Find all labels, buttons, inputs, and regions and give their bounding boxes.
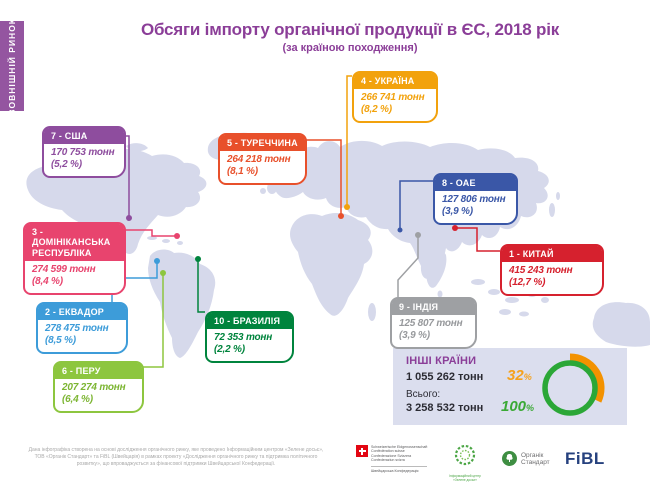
callout-usa-share: (5,2 %) — [51, 159, 82, 170]
connector-peru — [140, 273, 164, 368]
total-percent: 100% — [501, 398, 535, 415]
swiss-flag-icon — [356, 445, 368, 457]
callout-dominican-share: (8,4 %) — [32, 276, 63, 287]
organic-standard-line1: Органік — [521, 451, 544, 459]
footer-line1: Дана інфографіка створена на основі досл… — [28, 447, 324, 453]
callout-china-name: 1 - КИТАЙ — [502, 246, 602, 262]
zelene-dosie-caption: Інформаційний центр «Зелене досьє» — [449, 474, 481, 482]
callout-uae-tons: 127 806 тонн — [442, 193, 506, 205]
dot-turkey — [338, 213, 344, 219]
zelene-dosie-logo: Інформаційний центр «Зелене досьє» — [447, 443, 483, 483]
organic-standard-tree-icon — [502, 451, 517, 466]
other-countries-tons: 1 055 262 тонн — [406, 371, 484, 383]
callout-dominican-name: 3 - ДОМІНІКАНСЬКА РЕСПУБЛІКА — [25, 224, 124, 261]
callout-india-share: (3,9 %) — [399, 330, 430, 341]
callout-peru-tons: 207 274 тонн — [62, 381, 126, 393]
callout-dominican-republic: 3 - ДОМІНІКАНСЬКА РЕСПУБЛІКА 274 599 тон… — [23, 222, 126, 295]
swiss-confederation-logo: Schweizerische Eidgenossenschaft Confédé… — [356, 445, 428, 473]
callout-ukraine: 4 - УКРАЇНА 266 741 тонн (8,2 %) — [352, 71, 438, 123]
swiss-text-it: Confederazione Svizzera — [371, 453, 412, 458]
connector-china — [455, 227, 500, 252]
page-subtitle: (за країною походження) — [282, 42, 418, 54]
callout-turkey-tons: 264 218 тонн — [227, 153, 291, 165]
swiss-text-fr: Confédération suisse — [371, 449, 405, 454]
dot-india — [415, 232, 421, 238]
organic-standard-line2: Стандарт — [521, 458, 550, 466]
donut-orange-arc-32pct — [569, 353, 605, 403]
callout-india-tons: 125 807 тонн — [399, 317, 463, 329]
connector-dominican — [120, 229, 177, 237]
location-dots — [126, 204, 458, 276]
callout-ecuador-tons: 278 475 тонн — [45, 322, 109, 334]
dot-peru — [160, 270, 166, 276]
callout-ukraine-name: 4 - УКРАЇНА — [354, 73, 436, 89]
callout-brazil: 10 - БРАЗИЛІЯ 72 353 тонн (2,2 %) — [205, 311, 294, 363]
callout-peru: 6 - ПЕРУ 207 274 тонн (6,4 %) — [53, 361, 144, 413]
callout-turkey-share: (8,1 %) — [227, 166, 258, 177]
donut-green-ring-100pct — [542, 360, 598, 416]
callout-usa-name: 7 - США — [44, 128, 124, 144]
external-market-banner: ЗОВНІШНІЙ РИНОК — [0, 18, 24, 114]
dot-uae — [397, 227, 403, 233]
footer-line2: ТОВ «Органік Стандарт» та FiBL (Швейцарі… — [34, 454, 318, 460]
swiss-text-de: Schweizerische Eidgenossenschaft — [371, 445, 428, 449]
donut-chart — [542, 353, 605, 416]
total-label: Всього: — [406, 389, 441, 400]
other-countries-title: ІНШІ КРАЇНИ — [406, 355, 477, 367]
callout-brazil-share: (2,2 %) — [214, 344, 245, 355]
green-wreath-icon — [454, 444, 476, 466]
callout-peru-share: (6,4 %) — [62, 394, 93, 405]
callout-usa: 7 - США 170 753 тонн (5,2 %) — [42, 126, 126, 178]
connector-india — [397, 235, 419, 297]
callout-turkey-name: 5 - ТУРЕЧЧИНА — [220, 135, 305, 151]
callout-ukraine-share: (8,2 %) — [361, 104, 392, 115]
connector-brazil — [197, 259, 205, 313]
callout-uae-share: (3,9 %) — [442, 206, 473, 217]
dot-brazil — [195, 256, 201, 262]
callout-usa-tons: 170 753 тонн — [51, 146, 115, 158]
callout-ukraine-tons: 266 741 тонн — [361, 91, 425, 103]
page-title: Обсяги імпорту органічної продукції в ЄС… — [140, 20, 560, 39]
swiss-text-rm: Confederaziun svizra — [371, 457, 405, 462]
organic-standard-logo: Органік Стандарт — [502, 451, 550, 466]
callout-brazil-tons: 72 353 тонн — [214, 331, 273, 343]
dot-dominican — [174, 233, 180, 239]
callout-dominican-tons: 274 599 тонн — [32, 263, 96, 275]
callout-ecuador: 2 - ЕКВАДОР 278 475 тонн (8,5 %) — [36, 302, 128, 354]
dot-ukraine — [344, 204, 350, 210]
callout-brazil-name: 10 - БРАЗИЛІЯ — [207, 313, 292, 329]
connector-uae — [399, 180, 433, 230]
dot-usa — [126, 215, 132, 221]
fibl-logo: FiBL — [565, 449, 605, 468]
dot-ecuador — [154, 258, 160, 264]
callout-uae: 8 - ОАЕ 127 806 тонн (3,9 %) — [433, 173, 518, 225]
callout-turkey: 5 - ТУРЕЧЧИНА 264 218 тонн (8,1 %) — [218, 133, 307, 185]
callout-china-share: (12,7 %) — [509, 277, 546, 288]
callout-china-tons: 415 243 тонн — [509, 264, 573, 276]
callout-india-name: 9 - ІНДІЯ — [392, 299, 475, 315]
swiss-text-ua: Швейцарська Конфедерація — [371, 466, 428, 473]
external-market-label: ЗОВНІШНІЙ РИНОК — [7, 17, 17, 115]
connector-turkey — [302, 139, 342, 216]
callout-india: 9 - ІНДІЯ 125 807 тонн (3,9 %) — [390, 297, 477, 349]
infographic-title: Обсяги імпорту органічної продукції в ЄС… — [60, 20, 640, 54]
total-tons: 3 258 532 тонн — [406, 402, 484, 414]
connector-ukraine — [346, 75, 352, 207]
other-countries-percent: 32% — [507, 367, 532, 384]
dot-china — [452, 225, 458, 231]
callout-peru-name: 6 - ПЕРУ — [55, 363, 142, 379]
callout-ecuador-share: (8,5 %) — [45, 335, 76, 346]
callout-uae-name: 8 - ОАЕ — [435, 175, 516, 191]
callout-china: 1 - КИТАЙ 415 243 тонн (12,7 %) — [500, 244, 604, 296]
footer-credits: Дана інфографіка створена на основі досл… — [12, 447, 340, 468]
footer-line3: розвитку», що впроваджується за фінансов… — [76, 461, 276, 467]
callout-ecuador-name: 2 - ЕКВАДОР — [38, 304, 126, 320]
